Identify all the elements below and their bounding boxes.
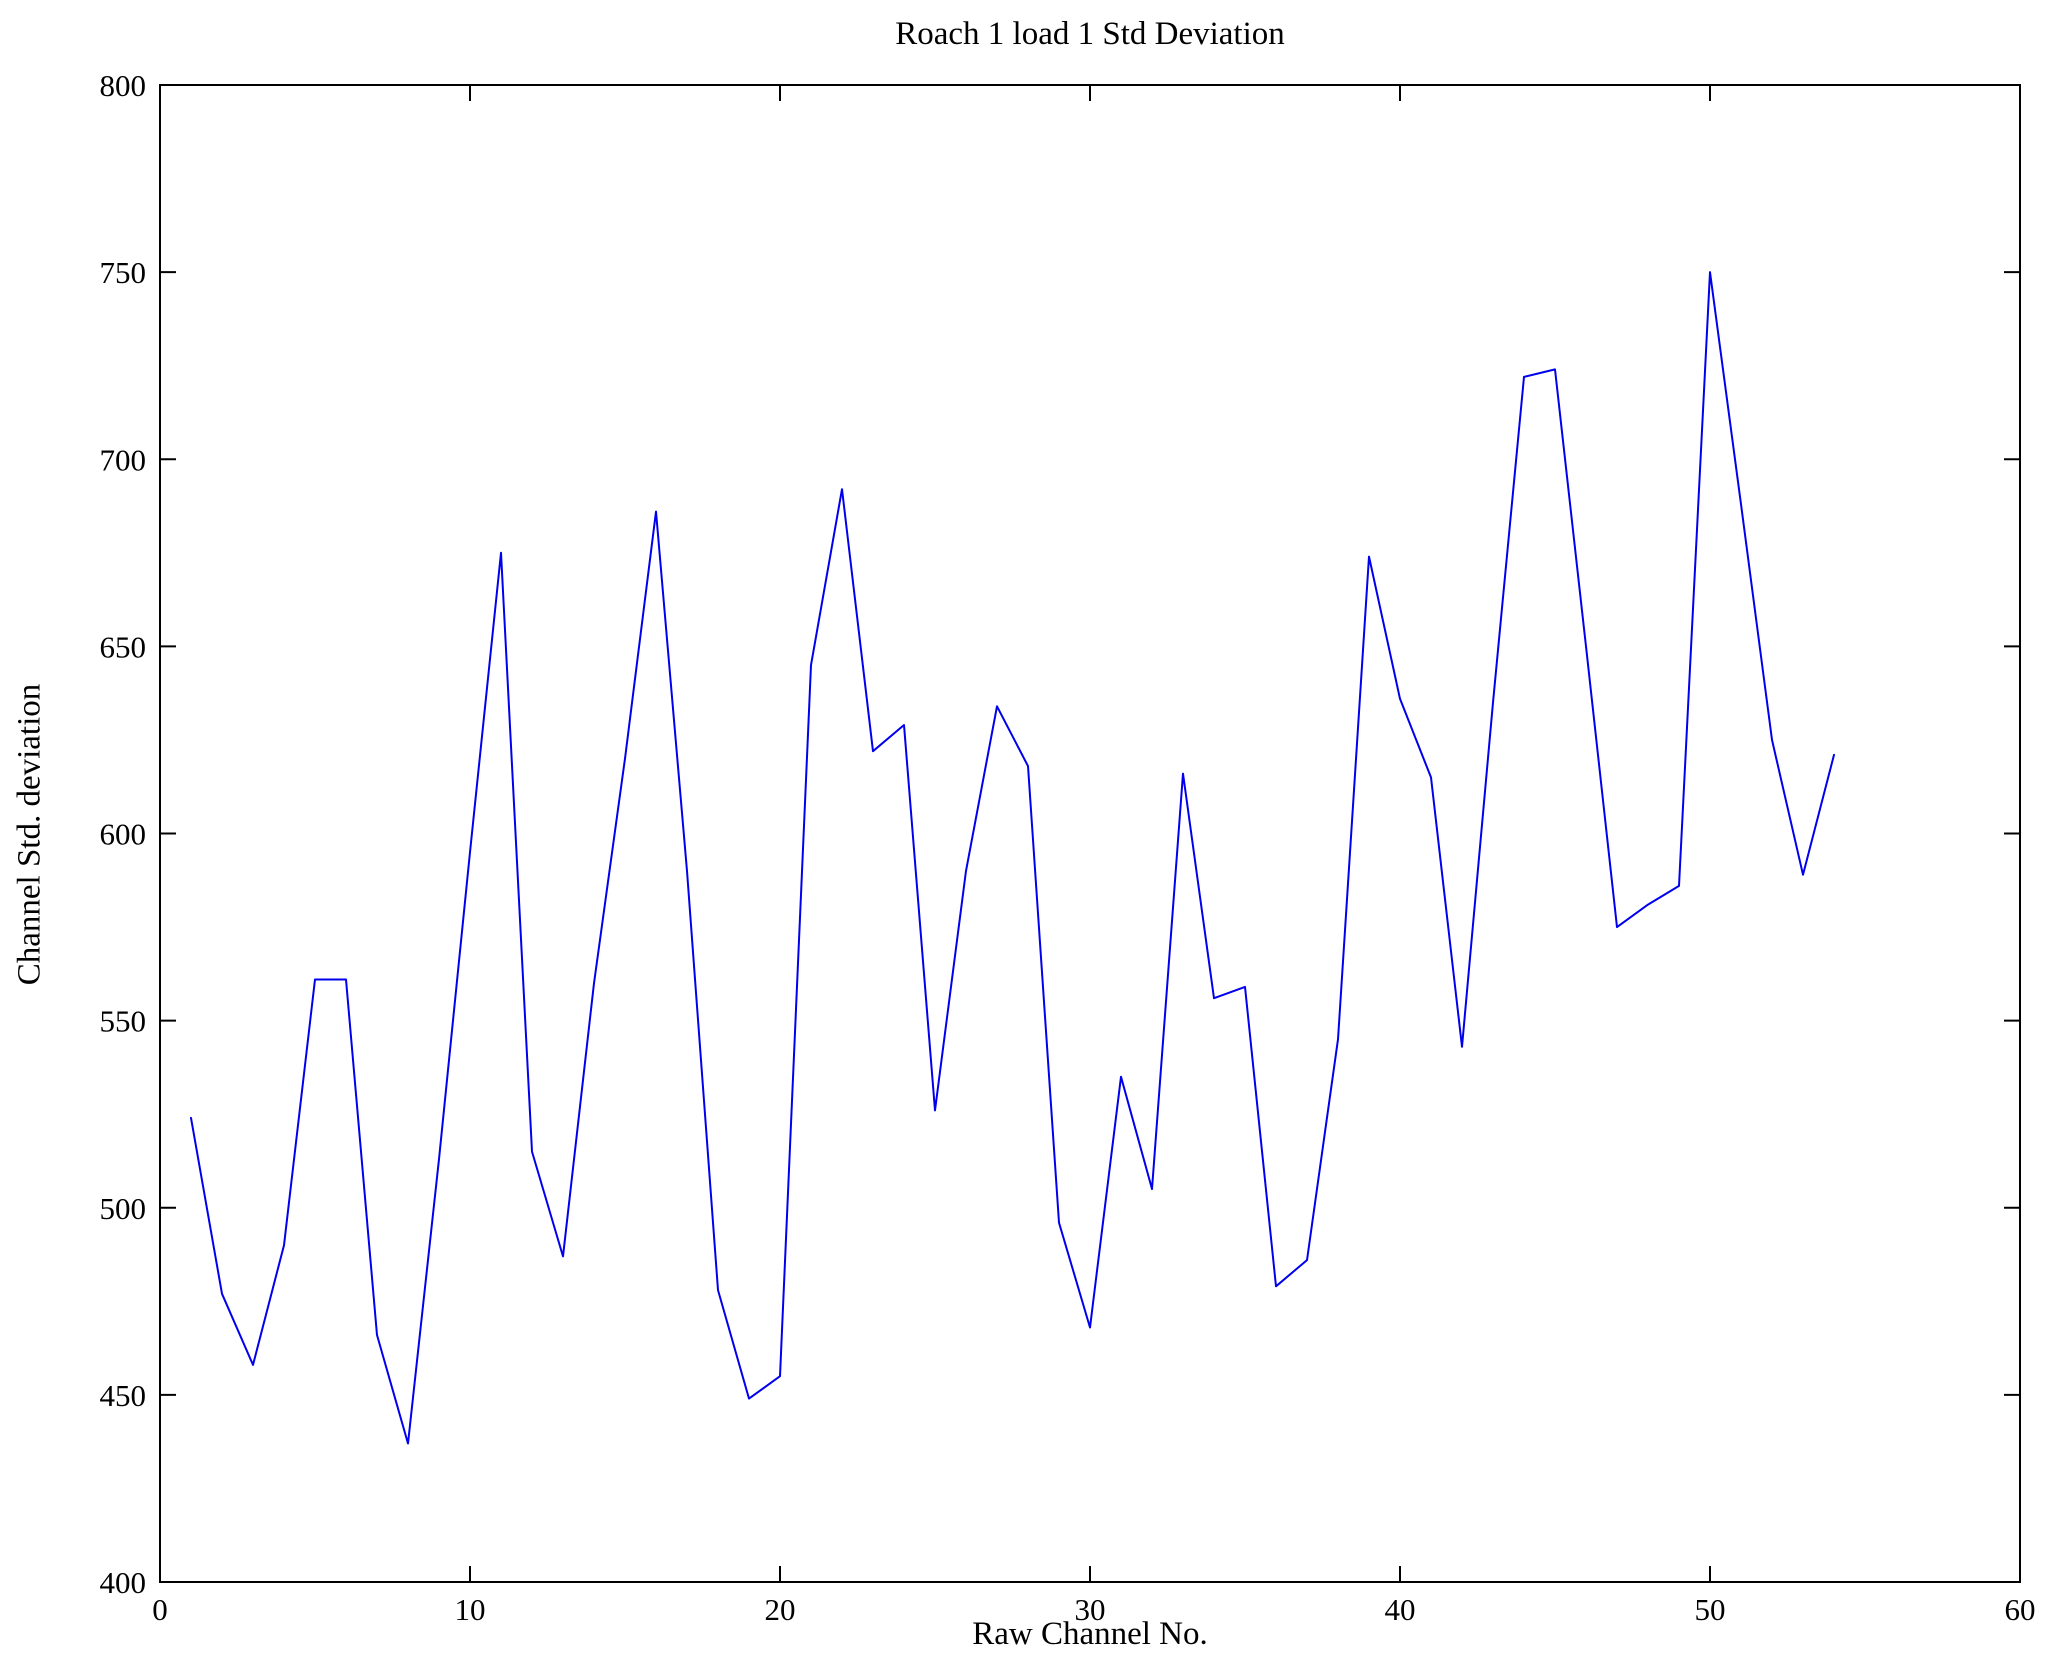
y-tick-label: 650 xyxy=(100,629,147,664)
x-tick-label: 30 xyxy=(1075,1592,1106,1627)
x-tick-label: 0 xyxy=(152,1592,168,1627)
x-tick-label: 20 xyxy=(765,1592,796,1627)
y-tick-label: 550 xyxy=(100,1004,147,1039)
x-tick-label: 60 xyxy=(2005,1592,2036,1627)
y-axis-label: Channel Std. deviation xyxy=(11,683,48,986)
y-tick-label: 800 xyxy=(100,68,147,103)
y-tick-label: 750 xyxy=(100,255,147,290)
y-tick-label: 600 xyxy=(100,817,147,852)
y-tick-label: 700 xyxy=(100,442,147,477)
data-line xyxy=(190,271,1835,1445)
plot-border xyxy=(159,84,2021,1583)
x-tick-label: 10 xyxy=(455,1592,486,1627)
x-tick-label: 40 xyxy=(1385,1592,1416,1627)
y-tick-label: 500 xyxy=(100,1191,147,1226)
y-tick-label: 450 xyxy=(100,1378,147,1413)
x-axis-label: Raw Channel No. xyxy=(972,1616,1208,1652)
x-tick-label: 50 xyxy=(1695,1592,1726,1627)
y-tick-label: 400 xyxy=(100,1565,147,1600)
chart-title: Roach 1 load 1 Std Deviation xyxy=(895,16,1285,52)
